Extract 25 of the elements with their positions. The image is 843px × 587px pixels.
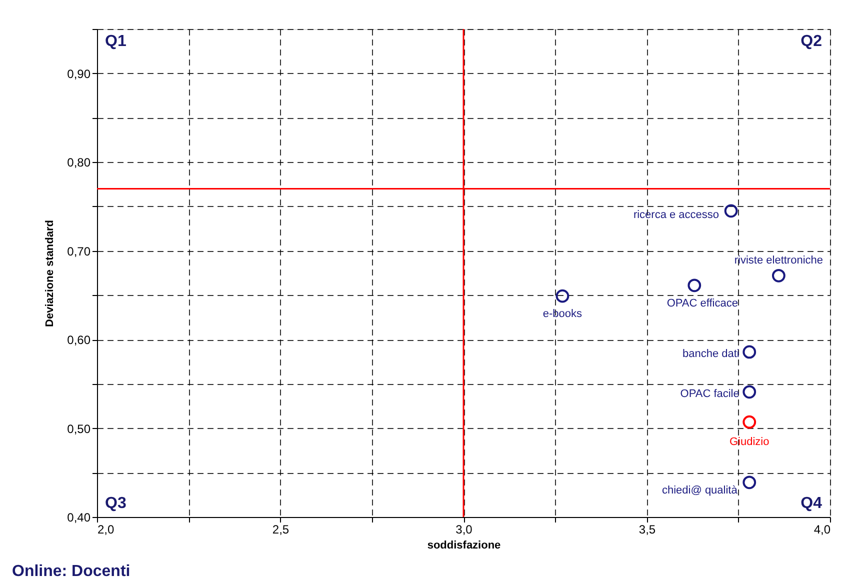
annotation: Q1 bbox=[105, 33, 126, 50]
series-label: ricerca e accesso bbox=[633, 208, 720, 221]
y-tick-label: 0,40 bbox=[67, 510, 91, 524]
x-tick-label: 3,5 bbox=[638, 522, 656, 536]
text: Online: Docenti bbox=[12, 563, 130, 580]
y-tick-label: 0,70 bbox=[67, 244, 91, 258]
annotation: Q4 bbox=[800, 495, 822, 512]
series-label: OPAC facile bbox=[680, 388, 740, 400]
series-label: OPAC efficace bbox=[666, 297, 738, 310]
x-tick-label: 2,0 bbox=[98, 522, 115, 536]
y-tick-label: 0,80 bbox=[67, 156, 91, 170]
x-tick-label: 3,0 bbox=[456, 522, 473, 536]
series-label: riviste elettroniche bbox=[734, 254, 824, 267]
y-tick-label: 0,60 bbox=[67, 333, 91, 348]
series-label: banche dati bbox=[682, 348, 740, 360]
y-axis-title: Deviazione standard bbox=[44, 220, 56, 327]
series-label: e-books bbox=[542, 308, 583, 320]
y-tick-label: 0,50 bbox=[67, 422, 91, 436]
x-tick-label: 2,5 bbox=[272, 522, 290, 536]
annotation: Q2 bbox=[800, 33, 822, 50]
series-label: chiedi@ qualità bbox=[662, 484, 738, 496]
annotation: Q3 bbox=[105, 495, 126, 512]
y-tick-label: 0,90 bbox=[67, 66, 91, 81]
x-axis-title: soddisfazione bbox=[427, 540, 501, 552]
x-tick-label: 4,0 bbox=[814, 522, 831, 536]
